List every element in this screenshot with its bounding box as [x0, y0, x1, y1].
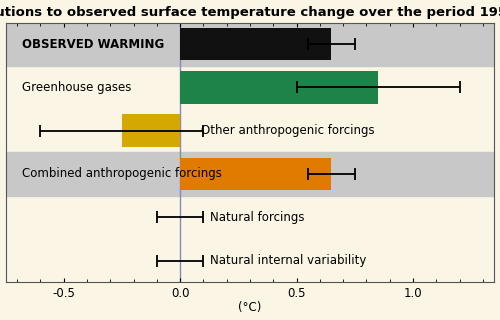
Text: Natural internal variability: Natural internal variability: [210, 254, 367, 267]
Bar: [122, 115, 180, 147]
Title: Contributions to observed surface temperature change over the period 1951–2010: Contributions to observed surface temper…: [0, 5, 500, 19]
Text: Combined anthropogenic forcings: Combined anthropogenic forcings: [22, 167, 222, 180]
Bar: [6, 22, 494, 66]
X-axis label: (°C): (°C): [238, 301, 262, 315]
Bar: [6, 152, 494, 196]
Bar: [180, 71, 378, 104]
Text: OBSERVED WARMING: OBSERVED WARMING: [22, 38, 164, 51]
Text: Other anthropogenic forcings: Other anthropogenic forcings: [201, 124, 374, 137]
Text: Natural forcings: Natural forcings: [210, 211, 305, 224]
Text: Greenhouse gases: Greenhouse gases: [22, 81, 131, 94]
Bar: [180, 28, 332, 60]
Bar: [180, 158, 332, 190]
